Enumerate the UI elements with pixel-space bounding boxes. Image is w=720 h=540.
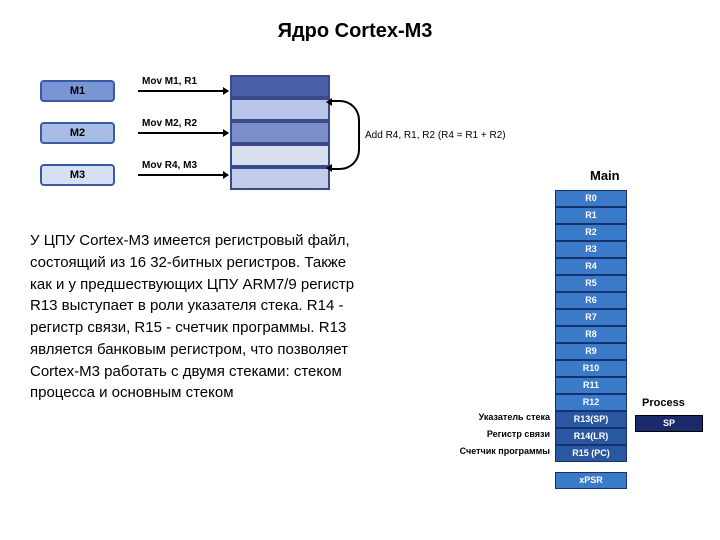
- register-cell: R0: [555, 190, 627, 207]
- register-cell: R11: [555, 377, 627, 394]
- memory-cell: M3: [40, 164, 115, 186]
- stack-cell: [230, 75, 330, 98]
- process-sp-register: SP: [635, 415, 703, 432]
- instruction-label: Mov R4, M3: [142, 160, 197, 171]
- memory-diagram: M1 M2 M3 Mov M1, R1 Mov M2, R2 Mov R4, M3 Ad…: [30, 70, 510, 210]
- description-text: У ЦПУ Cortex-M3 имеется регистровый файл…: [30, 230, 370, 404]
- page-title: Ядро Cortex-M3: [175, 20, 535, 43]
- instruction-label: Mov M2, R2: [142, 118, 197, 129]
- stack-cell: [230, 144, 330, 167]
- process-label: Process: [642, 397, 685, 409]
- instruction-label: Mov M1, R1: [142, 76, 197, 87]
- register-side-label: Регистр связи: [450, 429, 550, 439]
- add-instruction-label: Add R4, R1, R2 (R4 = R1 + R2): [365, 130, 506, 141]
- curve-arrow: [330, 100, 360, 170]
- register-file: Main R0R1R2R3R4R5R6R7R8R9R10R11R12R13(SP…: [480, 190, 710, 489]
- stack-cell: [230, 167, 330, 190]
- register-cell: R5: [555, 275, 627, 292]
- register-cell: R1: [555, 207, 627, 224]
- register-cell: R7: [555, 309, 627, 326]
- register-cell: R12: [555, 394, 627, 411]
- stack-cell: [230, 121, 330, 144]
- register-cell: R15 (PC): [555, 445, 627, 462]
- register-cell: R6: [555, 292, 627, 309]
- arrow-icon: [138, 90, 228, 92]
- register-cell: R3: [555, 241, 627, 258]
- register-cell: R13(SP): [555, 411, 627, 428]
- register-cell: R9: [555, 343, 627, 360]
- register-side-label: Указатель стека: [450, 412, 550, 422]
- register-side-label: Счетчик программы: [450, 446, 550, 456]
- arrow-icon: [138, 174, 228, 176]
- arrow-icon: [138, 132, 228, 134]
- register-cell: R4: [555, 258, 627, 275]
- stack-cell: [230, 98, 330, 121]
- register-cell: R14(LR): [555, 428, 627, 445]
- register-cell: R10: [555, 360, 627, 377]
- stack-box: [230, 75, 330, 190]
- memory-cell: M2: [40, 122, 115, 144]
- register-cell: R8: [555, 326, 627, 343]
- register-cell: R2: [555, 224, 627, 241]
- main-label: Main: [590, 168, 620, 183]
- xpsr-register: xPSR: [555, 472, 627, 489]
- memory-cell: M1: [40, 80, 115, 102]
